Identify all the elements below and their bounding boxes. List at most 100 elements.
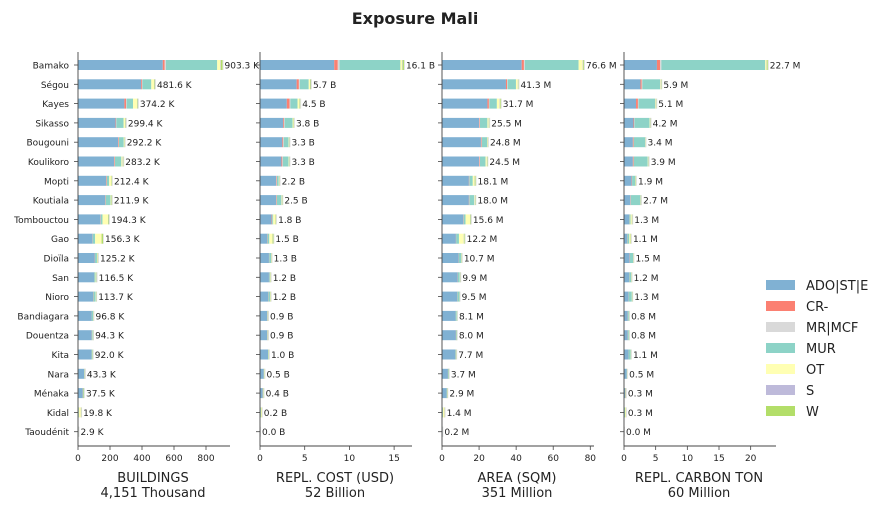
bar-segment xyxy=(164,60,166,70)
bar-segment xyxy=(102,214,109,225)
data-label: 156.3 K xyxy=(105,235,141,245)
bar-segment xyxy=(123,117,126,128)
bar-segment xyxy=(480,137,482,148)
bar-segment xyxy=(78,330,92,341)
bar-segment xyxy=(521,60,524,70)
bar-segment xyxy=(260,310,268,321)
bar-segment xyxy=(442,388,447,399)
data-label: 8.0 M xyxy=(459,332,484,342)
bar-segment xyxy=(470,214,471,225)
bar-segment xyxy=(151,79,155,90)
data-label: 194.3 K xyxy=(111,216,147,226)
bar-segment xyxy=(217,60,221,70)
bar-segment xyxy=(633,117,635,128)
bar-segment xyxy=(624,137,633,148)
bar-segment xyxy=(655,98,656,109)
bar-segment xyxy=(123,137,125,148)
legend-label: CR- xyxy=(806,300,829,315)
data-label: 25.5 M xyxy=(491,119,522,129)
bar-segment xyxy=(442,156,480,167)
bar-segment xyxy=(624,156,633,167)
bar-segment xyxy=(286,98,290,109)
y-tick-label: Kita xyxy=(52,351,69,361)
bar-segment xyxy=(632,156,634,167)
bar-segment xyxy=(624,407,625,418)
bar-segment xyxy=(442,60,522,70)
data-label: 0.9 B xyxy=(270,312,293,322)
data-label: 3.4 M xyxy=(648,139,673,149)
data-label: 2.9 K xyxy=(80,428,104,438)
bar-segment xyxy=(92,233,96,244)
bar-segment xyxy=(660,60,662,70)
data-label: 299.4 K xyxy=(128,119,164,129)
bar-segment xyxy=(632,175,636,186)
bar-segment xyxy=(627,310,629,321)
data-label: 5.7 B xyxy=(313,81,336,91)
bar-segment xyxy=(283,117,285,128)
legend-swatch xyxy=(766,301,795,311)
data-label: 19.8 K xyxy=(83,409,113,419)
bar-segment xyxy=(458,233,464,244)
bar-segment xyxy=(339,60,401,70)
bar-segment xyxy=(624,310,628,321)
legend-label: MR|MCF xyxy=(806,321,858,336)
x-tick-label: 0 xyxy=(75,454,81,464)
bar-segment xyxy=(469,175,473,186)
bar-segment xyxy=(106,175,110,186)
data-label: 37.5 K xyxy=(86,390,116,400)
bar-segment xyxy=(633,156,648,167)
bar-segment xyxy=(299,98,301,109)
bar-segment xyxy=(442,137,481,148)
bar-segment xyxy=(500,98,501,109)
bar-segment xyxy=(78,175,106,186)
x-tick-label: 80 xyxy=(585,454,597,464)
bar-segment xyxy=(627,233,630,244)
data-label: 18.0 M xyxy=(477,197,508,207)
data-label: 283.2 K xyxy=(125,158,161,168)
bar-segment xyxy=(642,79,661,90)
bar-segment xyxy=(260,291,269,302)
bar-segment xyxy=(260,253,269,263)
data-label: 125.2 K xyxy=(100,255,136,265)
y-tick-label: Ménaka xyxy=(34,389,69,400)
legend-swatch xyxy=(766,406,795,416)
x-tick-label: 40 xyxy=(510,454,522,464)
bar-segment xyxy=(273,214,276,225)
chart-legend: ADO|ST|E CR- MR|MCF MUR OT SW xyxy=(766,279,868,420)
bar-segment xyxy=(78,388,83,399)
data-label: 0.8 M xyxy=(631,332,656,342)
data-label: 2.2 B xyxy=(282,177,305,187)
bar-segment xyxy=(641,79,643,90)
bar-segment xyxy=(78,272,94,283)
bar-segment xyxy=(442,195,469,206)
data-label: 2.9 M xyxy=(449,390,474,400)
bar-segment xyxy=(260,330,268,341)
bar-segment xyxy=(101,233,104,244)
bar-segment xyxy=(633,137,646,148)
bar-segment xyxy=(260,156,282,167)
bar-segment xyxy=(105,195,111,206)
bar-segment xyxy=(269,272,271,283)
data-label: 903.3 K xyxy=(225,62,261,72)
bar-segment xyxy=(660,79,661,90)
bar-segment xyxy=(118,137,119,148)
bar-segment xyxy=(260,272,269,283)
data-label: 0.0 B xyxy=(262,428,285,438)
bar-segment xyxy=(260,349,269,360)
bar-segment xyxy=(507,79,508,90)
bar-segment xyxy=(78,195,106,206)
bar-segment xyxy=(284,117,293,128)
bar-segment xyxy=(624,79,641,90)
bar-segment xyxy=(624,368,627,379)
bar-segment xyxy=(480,117,488,128)
x-axis-label: AREA (SQM) xyxy=(477,471,556,486)
y-tick-label: Douentza xyxy=(26,332,69,342)
bar-segment xyxy=(124,98,126,109)
bar-segment xyxy=(456,330,457,341)
chart-title: Exposure Mali xyxy=(352,9,479,28)
bar-segment xyxy=(276,195,282,206)
data-label: 0.2 M xyxy=(444,428,469,438)
bar-segment xyxy=(400,60,403,70)
bar-segment xyxy=(260,79,297,90)
data-label: 1.4 M xyxy=(447,409,472,419)
